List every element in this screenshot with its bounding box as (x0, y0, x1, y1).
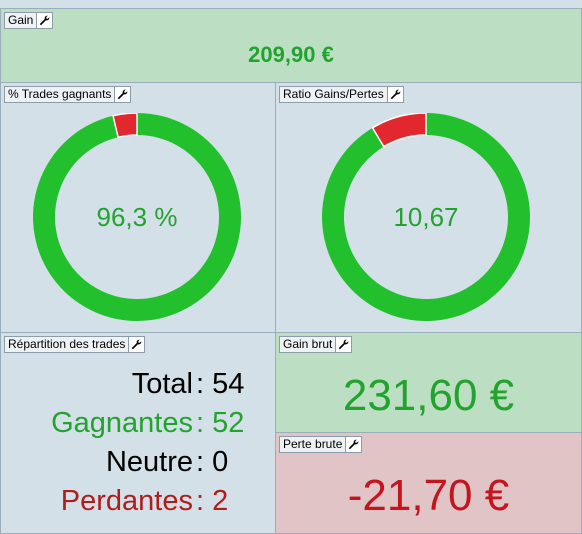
ratio-settings-button[interactable] (386, 87, 403, 102)
perte-brute-panel: Perte brute -21,70 € (275, 432, 582, 534)
wrench-icon (349, 439, 359, 450)
gain-brut-panel: Gain brut 231,60 € (275, 332, 582, 433)
repartition-count: 52 (212, 407, 245, 439)
repartition-value: : 2 (196, 485, 229, 517)
gain-panel: Gain 209,90 € (0, 8, 582, 83)
ratio-arc-losses (371, 113, 427, 148)
win-rate-panel: % Trades gagnants 96,3 % (0, 82, 276, 333)
repartition-panel: Répartition des trades Total : 54 Gagnan… (0, 332, 276, 534)
ratio-label: 10,67 (393, 202, 458, 232)
repartition-row-neutre: Neutre : 0 (1, 446, 275, 482)
repartition-count: 0 (212, 446, 229, 478)
win-rate-label: 96,3 % (97, 202, 178, 232)
wrench-icon (118, 89, 128, 100)
repartition-count: 54 (212, 368, 245, 400)
gain-tab: Gain (4, 12, 54, 29)
win-rate-settings-button[interactable] (114, 87, 131, 102)
ratio-panel: Ratio Gains/Pertes 10,67 (275, 82, 582, 333)
gain-settings-button[interactable] (36, 13, 53, 28)
gain-title: Gain (8, 13, 34, 27)
wrench-icon (339, 339, 349, 350)
repartition-value: : 52 (196, 407, 245, 439)
perte-brute-settings-button[interactable] (345, 437, 362, 452)
perte-brute-value: -21,70 € (347, 471, 510, 520)
gain-value: 209,90 € (248, 42, 334, 67)
win-rate-tab: % Trades gagnants (4, 86, 132, 103)
repartition-label: Total (131, 368, 193, 400)
perte-brute-tab: Perte brute (279, 436, 363, 453)
repartition-title: Répartition des trades (8, 337, 126, 351)
wrench-icon (390, 89, 401, 100)
ratio-donut: 10,67 (322, 113, 530, 321)
repartition-value: : 54 (196, 368, 245, 400)
wrench-icon (40, 15, 50, 26)
repartition-row-total: Total : 54 (1, 368, 275, 404)
ratio-tab: Ratio Gains/Pertes (279, 86, 404, 103)
repartition-label: Neutre (105, 446, 193, 478)
perte-brute-title: Perte brute (283, 437, 343, 451)
gain-brut-value: 231,60 € (342, 371, 515, 420)
repartition-row-gagnantes: Gagnantes : 52 (1, 407, 275, 443)
repartition-tab: Répartition des trades (4, 336, 146, 353)
gain-brut-tab: Gain brut (279, 336, 353, 353)
win-rate-title: % Trades gagnants (8, 87, 112, 101)
gain-brut-title: Gain brut (283, 337, 333, 351)
repartition-label: Perdantes (60, 485, 193, 517)
ratio-title: Ratio Gains/Pertes (283, 87, 384, 101)
repartition-row-perdantes: Perdantes : 2 (1, 485, 275, 521)
repartition-count: 2 (212, 485, 229, 517)
win-rate-donut: 96,3 % (33, 113, 241, 321)
gain-brut-settings-button[interactable] (335, 337, 352, 352)
repartition-value: : 0 (196, 446, 229, 478)
wrench-icon (132, 339, 142, 350)
repartition-label: Gagnantes (51, 407, 193, 439)
win-rate-arc-losing (112, 113, 138, 139)
repartition-settings-button[interactable] (128, 337, 145, 352)
